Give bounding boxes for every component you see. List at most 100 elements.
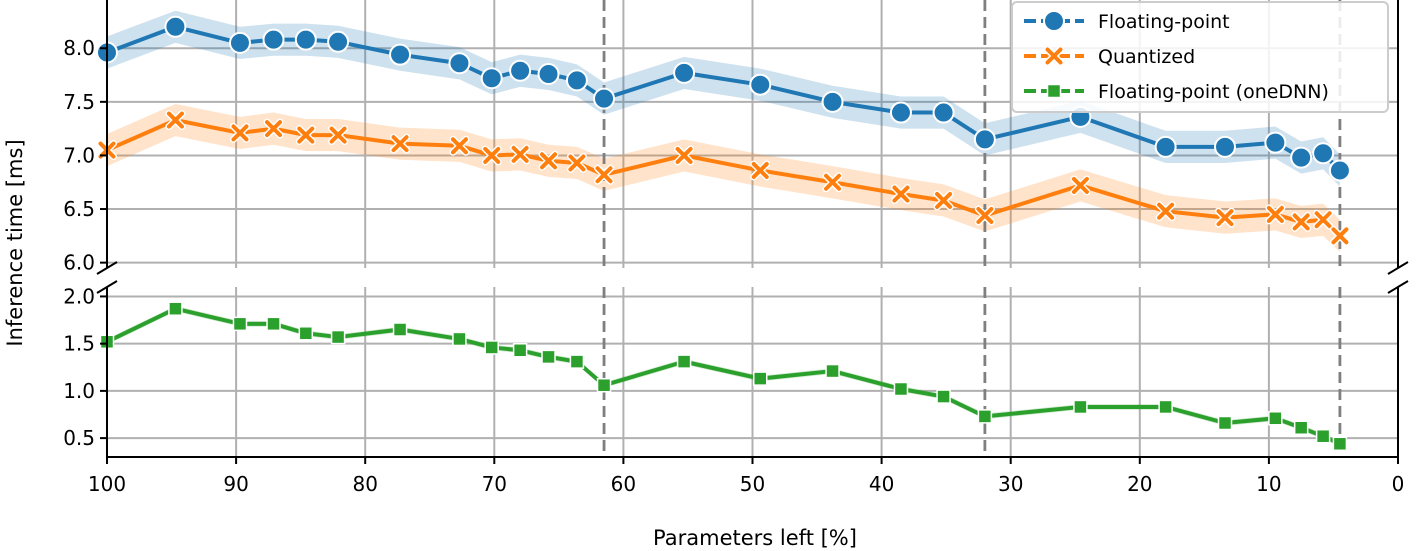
x-tick-label: 30 — [998, 472, 1023, 496]
y-tick-label: 0.5 — [63, 426, 95, 450]
data-point-quantized — [328, 125, 349, 146]
data-point-floating-point — [509, 59, 532, 82]
data-point-floating-point — [480, 67, 503, 90]
data-point-quantized — [974, 205, 995, 226]
data-point-floating-point-onednn — [168, 301, 183, 316]
data-point-floating-point — [327, 30, 350, 53]
legend-item-floating-point-onednn: Floating-point (oneDNN) — [1024, 81, 1329, 103]
legend-marker — [1045, 47, 1063, 65]
data-point-quantized — [933, 190, 954, 211]
data-point-floating-point-onednn — [1332, 436, 1348, 452]
data-point-floating-point — [262, 28, 285, 51]
data-point-quantized — [822, 172, 843, 193]
x-tick-label: 90 — [223, 472, 248, 496]
data-point-floating-point-onednn — [752, 371, 768, 386]
data-point-floating-point — [821, 90, 844, 113]
data-point-floating-point — [448, 52, 471, 75]
data-point-floating-point-onednn — [1268, 411, 1283, 426]
legend-label: Floating-point — [1098, 11, 1230, 33]
data-point-quantized — [538, 150, 559, 171]
y-tick-label: 7.5 — [63, 90, 95, 114]
legend: Floating-point Quantized Floating-point (o… — [1011, 1, 1389, 113]
data-point-floating-point — [565, 69, 588, 92]
confidence-band-floating-point — [107, 10, 1340, 187]
data-point-quantized — [229, 122, 250, 143]
data-point-quantized — [1291, 211, 1312, 232]
axis-break-mark — [96, 261, 118, 275]
data-point-quantized — [674, 145, 695, 166]
data-point-quantized — [1329, 225, 1350, 246]
y-tick-label: 6.5 — [63, 197, 95, 221]
data-point-floating-point — [294, 28, 317, 51]
data-point-floating-point-onednn — [676, 354, 692, 369]
data-point-floating-point-onednn — [512, 343, 528, 358]
series-line-floating-point-onednn — [106, 306, 1341, 446]
y-tick-label: 1.5 — [63, 332, 95, 356]
data-point-quantized — [1313, 209, 1334, 230]
y-tick-label: 6.0 — [63, 251, 95, 275]
legend-marker — [1043, 10, 1065, 32]
data-point-floating-point-onednn — [936, 389, 951, 404]
data-point-floating-point-onednn — [452, 331, 467, 347]
y-tick-label: 8.0 — [63, 36, 95, 60]
data-point-quantized — [165, 110, 186, 131]
data-point-floating-point — [889, 101, 912, 124]
data-point-floating-point-onednn — [484, 340, 499, 355]
data-point-floating-point — [973, 128, 996, 151]
data-point-quantized — [510, 144, 531, 165]
data-point-floating-point — [1312, 142, 1335, 165]
data-point-floating-point — [1154, 135, 1177, 158]
series-line-quantized — [106, 118, 1342, 238]
data-point-floating-point-onednn — [825, 363, 840, 379]
x-axis-label: Parameters left [%] — [653, 526, 857, 550]
legend-item-quantized: Quantized — [1024, 46, 1195, 68]
data-point-floating-point — [932, 101, 955, 124]
data-point-quantized — [1265, 204, 1286, 225]
confidence-band-quantized — [107, 103, 1340, 252]
data-point-floating-point — [164, 15, 187, 38]
data-point-quantized — [390, 133, 411, 154]
data-point-floating-point — [673, 61, 696, 84]
data-point-floating-point-onednn — [298, 326, 314, 341]
x-tick-label: 60 — [611, 472, 636, 496]
legend-box — [1011, 1, 1389, 113]
data-point-floating-point-onednn — [1217, 415, 1233, 431]
legend-item-floating-point: Floating-point — [1024, 10, 1230, 33]
data-point-floating-point-onednn — [569, 354, 585, 369]
data-point-quantized — [594, 164, 615, 185]
data-point-quantized — [263, 118, 284, 139]
data-point-floating-point — [1214, 135, 1237, 158]
data-point-floating-point — [228, 31, 251, 54]
data-point-floating-point-onednn — [232, 316, 248, 332]
y-tick-label: 7.0 — [63, 143, 95, 167]
data-point-floating-point — [749, 73, 772, 96]
data-point-floating-point-onednn — [977, 409, 993, 424]
data-point-floating-point-onednn — [541, 349, 556, 365]
confidence-band-floating-point-onednn — [107, 305, 1340, 447]
y-axis-label: Inference time [ms] — [3, 139, 27, 346]
data-point-floating-point — [1290, 146, 1313, 169]
data-point-quantized — [295, 125, 316, 146]
data-point-floating-point — [537, 62, 560, 85]
data-point-floating-point-onednn — [330, 329, 346, 345]
data-point-floating-point-onednn — [1073, 399, 1088, 415]
y-tick-label: 1.0 — [63, 379, 95, 403]
data-point-floating-point-onednn — [1315, 428, 1331, 444]
x-tick-label: 100 — [88, 472, 126, 496]
data-point-quantized — [890, 184, 911, 205]
x-tick-label: 20 — [1127, 472, 1152, 496]
legend-label: Floating-point (oneDNN) — [1098, 81, 1329, 103]
data-point-quantized — [1155, 201, 1176, 222]
data-point-quantized — [481, 145, 502, 166]
x-tick-label: 50 — [740, 472, 765, 496]
data-point-quantized — [1070, 175, 1091, 196]
tick-labels-layer: 100 90 80 70 60 50 40 30 20 10 06.06.57.07.58.00.5… — [63, 36, 1404, 496]
x-tick-label: 70 — [482, 472, 507, 496]
axis-break-mark — [1387, 261, 1409, 275]
axis-break-mark — [1387, 280, 1409, 294]
grid-layer — [106, 0, 1399, 457]
y-tick-label: 2.0 — [63, 284, 95, 308]
data-point-floating-point-onednn — [596, 377, 612, 393]
data-point-floating-point-onednn — [1158, 399, 1173, 415]
